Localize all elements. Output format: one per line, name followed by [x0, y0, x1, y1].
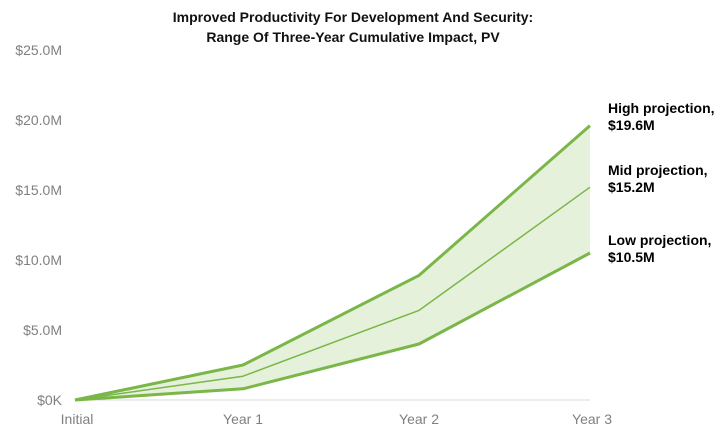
x-axis: Initial Year 1 Year 2 Year 3 [61, 399, 612, 427]
series-annotations: High projection, $19.6M Mid projection, $15… [608, 100, 715, 265]
mid-projection-line [74, 186, 591, 401]
low-projection-label: Low projection, $10.5M [608, 232, 711, 265]
mid-projection-label: Mid projection, $15.2M [608, 162, 708, 195]
y-tick-label: $0K [37, 392, 63, 408]
chart-subtitle: Range Of Three-Year Cumulative Impact, P… [206, 29, 500, 45]
high-projection-line [74, 124, 591, 402]
x-tick-label: Year 1 [223, 411, 263, 427]
high-projection-label: High projection, $19.6M [608, 100, 715, 133]
y-tick-label: $5.0M [23, 322, 62, 338]
low-projection-line [74, 251, 591, 402]
y-tick-label: $10.0M [15, 252, 62, 268]
projection-band [75, 125, 590, 400]
y-tick-label: $20.0M [15, 112, 62, 128]
x-tick-label: Initial [61, 411, 94, 427]
y-tick-label: $25.0M [15, 42, 62, 58]
x-tick-label: Year 3 [572, 411, 612, 427]
x-tick-label: Year 2 [399, 411, 439, 427]
chart-title: Improved Productivity For Development An… [173, 9, 533, 25]
y-tick-label: $15.0M [15, 182, 62, 198]
series-lines [74, 124, 591, 402]
range-band-area [75, 125, 590, 400]
y-axis: $0K $5.0M $10.0M $15.0M $20.0M $25.0M [15, 42, 62, 408]
